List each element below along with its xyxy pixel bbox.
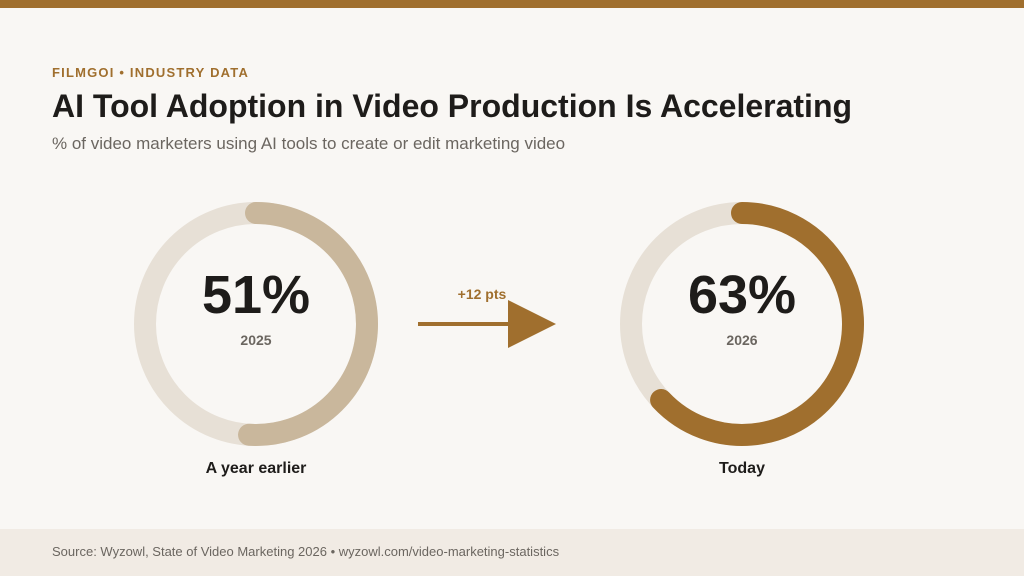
value-label-2025: 51% xyxy=(202,265,310,325)
arrow-head xyxy=(508,300,556,348)
footer: Source: Wyzowl, State of Video Marketing… xyxy=(0,529,1024,576)
chart-title: AI Tool Adoption in Video Production Is … xyxy=(52,88,853,124)
chart-subtitle: % of video marketers using AI tools to c… xyxy=(52,134,566,153)
donut-track-2026 xyxy=(620,202,864,446)
donut-track-2025 xyxy=(134,202,378,446)
top-accent-bar xyxy=(0,0,1024,8)
change-label: +12 pts xyxy=(458,286,507,302)
caption-2026: Today xyxy=(719,460,765,477)
year-label-2025: 2025 xyxy=(240,332,271,348)
donut-2025: 51% 2025 A year earlier xyxy=(134,202,378,477)
source-note: Source: Wyzowl, State of Video Marketing… xyxy=(52,544,560,559)
caption-2025: A year earlier xyxy=(206,460,307,477)
year-label-2026: 2026 xyxy=(726,332,757,348)
donut-arc-2026 xyxy=(650,202,864,446)
donut-arc-2025 xyxy=(238,202,378,446)
value-label-2026: 63% xyxy=(688,265,796,325)
eyebrow-label: FILMGOI • INDUSTRY DATA xyxy=(52,65,250,80)
donut-2026: 63% 2026 Today xyxy=(620,202,864,477)
